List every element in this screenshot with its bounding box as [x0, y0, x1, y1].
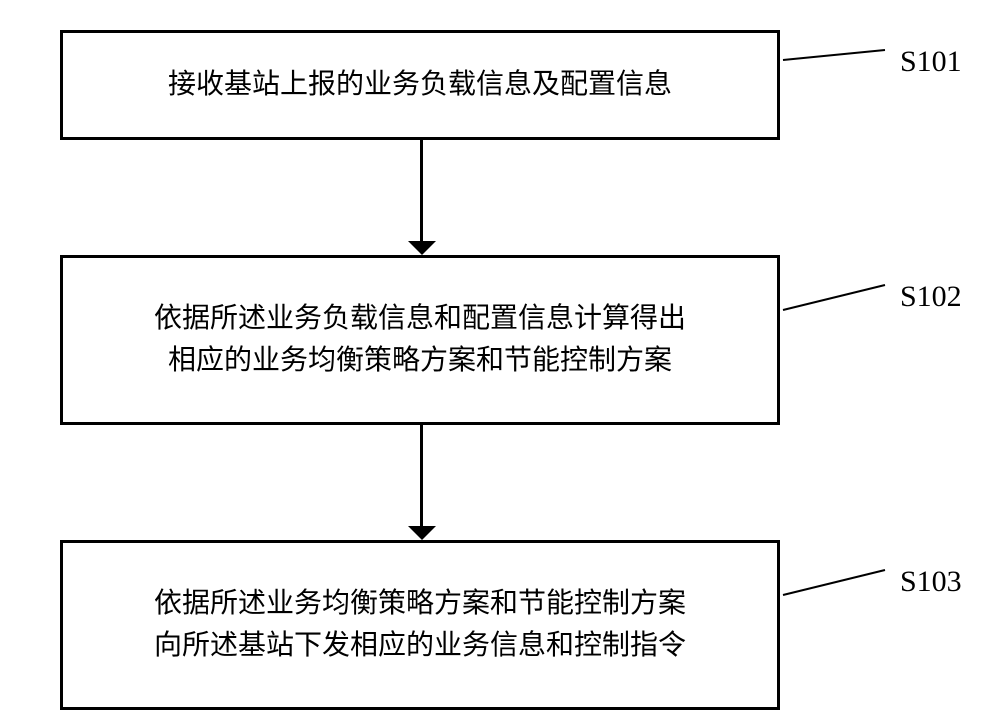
arrow-line-s102-s103	[420, 425, 423, 526]
leader-line-s102	[781, 283, 887, 312]
arrow-line-s101-s102	[420, 140, 423, 241]
arrow-head-s102-s103	[408, 526, 436, 540]
step-label-s102: S102	[900, 280, 962, 314]
leader-line-s101	[781, 48, 887, 62]
step-label-s101: S101	[900, 45, 962, 79]
flow-step-s103: 依据所述业务均衡策略方案和节能控制方案 向所述基站下发相应的业务信息和控制指令	[60, 540, 780, 710]
flow-step-s102: 依据所述业务负载信息和配置信息计算得出 相应的业务均衡策略方案和节能控制方案	[60, 255, 780, 425]
flowchart-canvas: 接收基站上报的业务负载信息及配置信息 S101 依据所述业务负载信息和配置信息计算得…	[0, 0, 1000, 712]
step-label-s103: S103	[900, 565, 962, 599]
leader-line-s103	[781, 568, 887, 597]
flow-step-s101: 接收基站上报的业务负载信息及配置信息	[60, 30, 780, 140]
arrow-head-s101-s102	[408, 241, 436, 255]
